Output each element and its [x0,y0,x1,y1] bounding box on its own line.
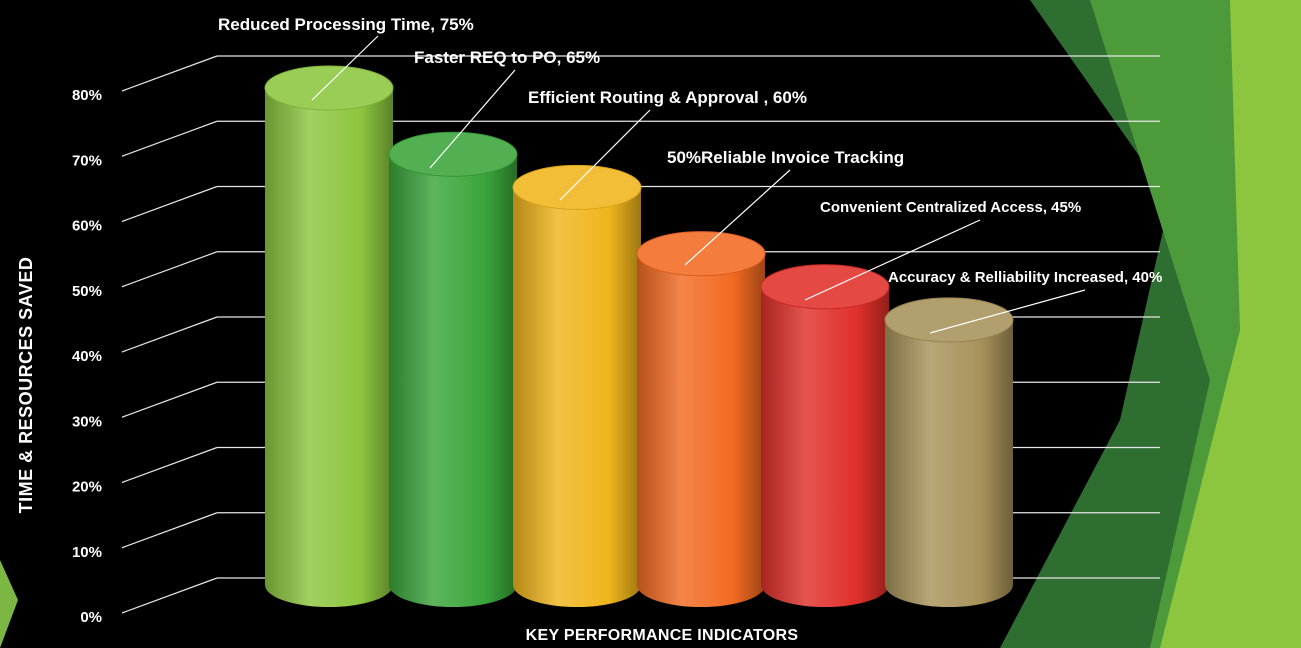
gridline-diagonal [121,446,218,484]
y-tick-label: 80% [72,87,102,104]
bar-body [389,154,517,607]
bar-top [636,231,766,277]
label-leaders [311,35,1086,334]
data-label: Efficient Routing & Approval , 60% [528,88,807,107]
gridline-diagonal [121,120,218,157]
y-tick-label: 10% [72,544,102,561]
gridline-diagonal [121,512,218,549]
bar-body [637,253,765,607]
bar-top [512,164,642,210]
gridline-diagonal [121,316,218,353]
bar-cylinder [760,264,890,607]
label-leader-line [311,35,379,101]
bar-body [513,187,641,607]
bar-top [884,297,1014,343]
data-label: Faster REQ to PO, 65% [414,48,600,67]
data-label: Convenient Centralized Access, 45% [820,199,1081,216]
bar-cylinder [264,65,394,607]
bar-top [760,264,890,310]
bar-top [264,65,394,111]
data-label: 50%Reliable Invoice Tracking [667,148,904,167]
y-axis-ticks: 0% 10% 20% 30% 40% 50% 60% 70% 80% [72,87,102,626]
decor-shape-left [0,560,18,648]
bar-cylinder [512,164,642,607]
gridline-diagonal [121,577,218,614]
y-tick-label: 0% [80,609,102,626]
decor-shape-light [1160,0,1301,648]
bar-cylinder [388,131,518,607]
y-tick-label: 60% [72,218,102,235]
y-tick-label: 70% [72,152,102,169]
label-leader-line [804,219,981,301]
bar-body [265,88,393,607]
bar-body [761,286,889,607]
label-leader-line [684,169,791,266]
label-leader-line [929,289,1086,334]
gridline-diagonal [121,55,218,92]
label-leader-line [429,69,516,169]
data-label: Accuracy & Relliability Increased, 40% [888,269,1162,286]
bar-body [885,319,1013,607]
bar-cylinder [636,231,766,607]
data-label: Reduced Processing Time, 75% [218,15,474,34]
bar-top [388,131,518,177]
y-tick-label: 30% [72,413,102,430]
bar-cylinder [884,297,1014,607]
y-tick-label: 50% [72,283,102,300]
gridline-diagonal [121,251,218,288]
y-tick-label: 20% [72,479,102,496]
y-axis-label: TIME & RESOURCES SAVED [16,257,36,514]
x-axis-label: KEY PERFORMANCE INDICATORS [526,627,799,644]
y-tick-label: 40% [72,348,102,365]
label-leader-line [559,109,651,201]
bars [264,65,1014,607]
gridline-diagonal [121,381,218,418]
data-labels: Reduced Processing Time, 75% Faster REQ t… [218,15,1162,286]
gridline-diagonal [121,185,218,223]
